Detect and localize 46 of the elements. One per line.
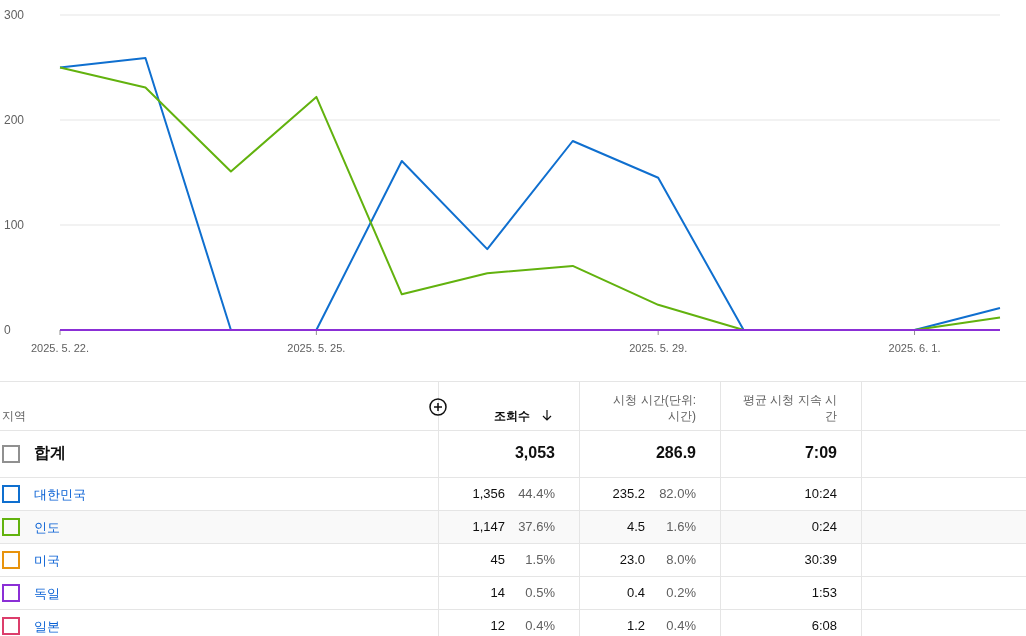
text: 286.9 — [654, 444, 696, 462]
text: 합계 — [34, 443, 66, 463]
text: 82.0% — [658, 486, 696, 501]
text: 23.0 — [618, 552, 645, 567]
legend-label: 인도 — [34, 519, 60, 537]
text: 0.4 — [625, 585, 645, 600]
x-tick-label: 2025. 5. 29. — [629, 342, 688, 354]
legend-label: 일본 — [34, 618, 60, 636]
text: 1.5% — [524, 552, 555, 567]
text: 0.4% — [524, 618, 555, 633]
text: 37.6% — [517, 519, 555, 534]
text: 4.5 — [625, 519, 645, 534]
y-tick-label: 100 — [4, 218, 25, 232]
legend-label: 대한민국 — [34, 486, 86, 504]
legend-label: 미국 — [34, 552, 60, 570]
text: 6:08 — [810, 618, 837, 633]
x-tick-label: 2025. 6. 1. — [888, 342, 941, 354]
text: 3,053 — [513, 444, 555, 462]
y-tick-label: 300 — [4, 8, 25, 22]
text: 1,147 — [471, 519, 505, 534]
text: 0:24 — [810, 519, 837, 534]
text: 7:09 — [803, 444, 837, 462]
text: 지역 — [2, 408, 26, 424]
text: 0.5% — [524, 585, 555, 600]
text: 235.2 — [611, 486, 645, 501]
y-tick-label: 200 — [4, 113, 25, 127]
text: 30:39 — [803, 552, 837, 567]
text: 0.2% — [665, 585, 696, 600]
text: 1:53 — [810, 585, 837, 600]
text: 45 — [489, 552, 505, 567]
text: 시청 시간(단위: 시간) — [612, 392, 696, 424]
x-tick-label: 2025. 5. 25. — [287, 342, 346, 354]
text: 1.2 — [625, 618, 645, 633]
text: 8.0% — [665, 552, 696, 567]
text: 1,356 — [471, 486, 505, 501]
text: 1.6% — [665, 519, 696, 534]
text: 조회수 — [493, 408, 530, 424]
text: 10:24 — [803, 486, 837, 501]
text: 12 — [489, 618, 505, 633]
x-tick-label: 2025. 5. 22. — [30, 342, 90, 354]
y-tick-label: 0 — [4, 323, 11, 337]
legend-label: 독일 — [34, 585, 60, 603]
text: 0.4% — [665, 618, 696, 633]
text: 44.4% — [517, 486, 555, 501]
text: 평균 시청 지속 시간 — [742, 392, 837, 424]
text: 14 — [489, 585, 505, 600]
